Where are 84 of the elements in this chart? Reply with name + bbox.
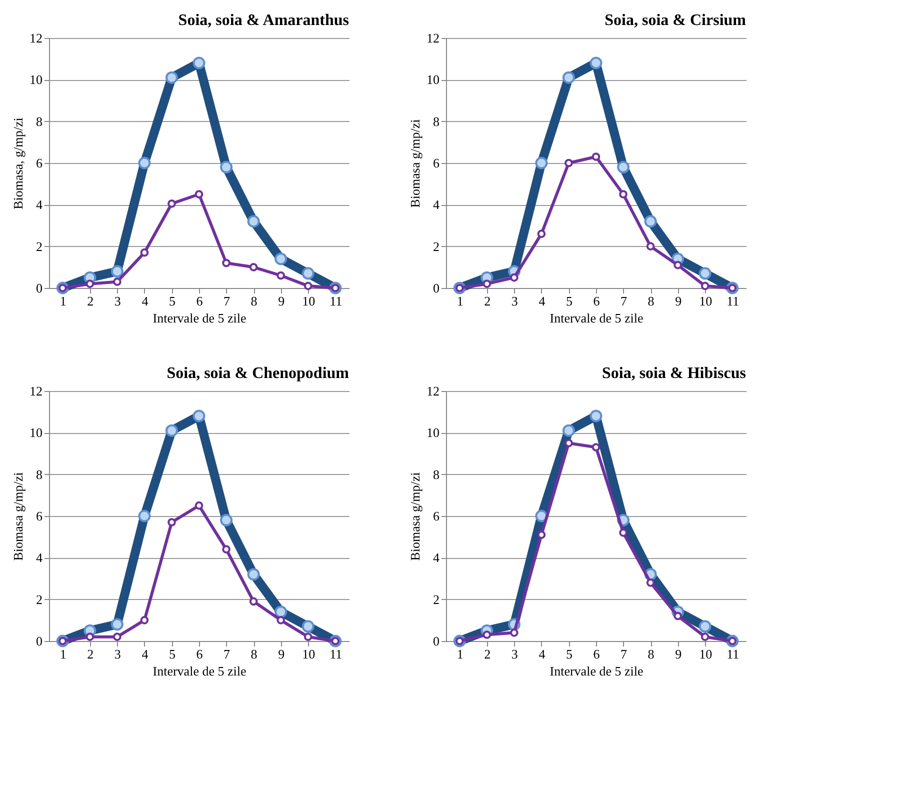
y-tick-label: 10 <box>30 72 42 88</box>
y-tick-label: 6 <box>433 156 440 170</box>
x-tick-label: 3 <box>511 294 518 308</box>
x-tick-label: 6 <box>593 294 600 308</box>
x-tick-label: 1 <box>60 646 66 662</box>
y-tick-label: 10 <box>426 72 440 88</box>
x-tick-label: 8 <box>648 294 654 308</box>
y-tick-label: 2 <box>36 592 42 607</box>
x-tick-label: 4 <box>142 294 149 308</box>
x-tick-label: 9 <box>675 294 682 308</box>
y-axis-title: Biomasa g/mp/zi <box>408 472 422 561</box>
y-tick-label: 0 <box>433 634 440 648</box>
x-tick-label: 1 <box>456 294 464 308</box>
x-tick-label: 8 <box>648 646 654 662</box>
x-tick-label: 1 <box>456 646 464 662</box>
x-tick-label: 5 <box>168 294 176 308</box>
x-tick-label: 5 <box>168 646 176 662</box>
y-tick-label: 4 <box>36 197 43 212</box>
x-tick-label: 8 <box>250 646 258 662</box>
y-tick-label: 4 <box>36 550 43 566</box>
y-tick-label: 2 <box>36 238 42 254</box>
y-tick-label: 12 <box>426 30 440 46</box>
y-tick-label: 6 <box>433 508 440 524</box>
x-tick-label: 2 <box>87 646 94 662</box>
y-tick-label: 10 <box>30 425 42 440</box>
x-tick-label: 4 <box>538 294 546 308</box>
x-axis-title: Intervale de 5 zile <box>550 310 644 326</box>
x-tick-label: 6 <box>593 646 600 662</box>
y-tick-label: 12 <box>426 384 440 398</box>
x-tick-label: 9 <box>675 646 682 662</box>
x-tick-label: 4 <box>142 646 149 662</box>
x-tick-label: 3 <box>114 294 121 308</box>
y-axis-title: Biomasa g/mp/zi <box>10 472 26 561</box>
x-tick-label: 10 <box>302 646 316 662</box>
y-tick-label: 6 <box>36 156 43 170</box>
y-tick-label: 8 <box>36 466 42 482</box>
chart-title: Soia, soia & Cirsium <box>604 12 747 29</box>
x-tick-label: 6 <box>196 646 204 662</box>
y-axis-title: Biomasa, g/mp/zi <box>10 117 26 210</box>
y-tick-label: 2 <box>433 238 440 254</box>
x-tick-label: 1 <box>60 294 66 308</box>
x-tick-label: 4 <box>538 646 546 662</box>
x-tick-label: 5 <box>566 646 572 662</box>
y-tick-label: 4 <box>433 197 440 212</box>
y-tick-label: 12 <box>30 30 42 46</box>
x-tick-label: 11 <box>726 646 740 662</box>
x-tick-label: 10 <box>699 646 712 662</box>
y-tick-label: 0 <box>36 634 42 648</box>
chart-title: Soia, soia & Hibiscus <box>602 365 746 382</box>
x-tick-label: 3 <box>511 646 518 662</box>
y-tick-label: 4 <box>433 550 440 566</box>
x-tick-label: 7 <box>620 294 628 308</box>
x-tick-label: 7 <box>224 294 231 308</box>
y-axis-title: Biomasa g/mp/zi <box>408 118 422 208</box>
x-tick-label: 11 <box>330 646 342 662</box>
x-tick-label: 2 <box>484 646 491 662</box>
x-tick-label: 7 <box>224 646 231 662</box>
x-tick-label: 6 <box>196 294 204 308</box>
y-tick-label: 2 <box>433 592 440 607</box>
x-tick-label: 7 <box>620 646 628 662</box>
x-axis-title: Intervale de 5 zile <box>550 664 644 678</box>
x-tick-label: 5 <box>566 294 572 308</box>
x-tick-label: 9 <box>278 646 285 662</box>
y-tick-label: 6 <box>36 508 43 524</box>
chart-title: Soia, soia & Amaranthus <box>178 12 349 29</box>
y-tick-label: 12 <box>30 384 42 398</box>
x-tick-label: 10 <box>699 294 712 308</box>
chart-title: Soia, soia & Chenopodium <box>166 365 350 382</box>
x-tick-label: 3 <box>114 646 121 662</box>
x-axis-title: Intervale de 5 zile <box>152 664 246 678</box>
x-tick-label: 8 <box>250 294 258 308</box>
x-tick-label: 10 <box>302 294 316 308</box>
x-tick-label: 2 <box>484 294 491 308</box>
x-tick-label: 9 <box>278 294 285 308</box>
x-tick-label: 11 <box>726 294 740 308</box>
y-tick-label: 8 <box>36 114 42 129</box>
y-tick-label: 10 <box>426 425 440 440</box>
x-tick-label: 11 <box>330 294 342 308</box>
x-tick-label: 2 <box>87 294 94 308</box>
y-tick-label: 0 <box>433 280 440 296</box>
y-tick-label: 8 <box>433 114 440 129</box>
y-tick-label: 8 <box>433 466 440 482</box>
x-axis-title: Intervale de 5 zile <box>152 310 246 326</box>
y-tick-label: 0 <box>36 280 42 296</box>
